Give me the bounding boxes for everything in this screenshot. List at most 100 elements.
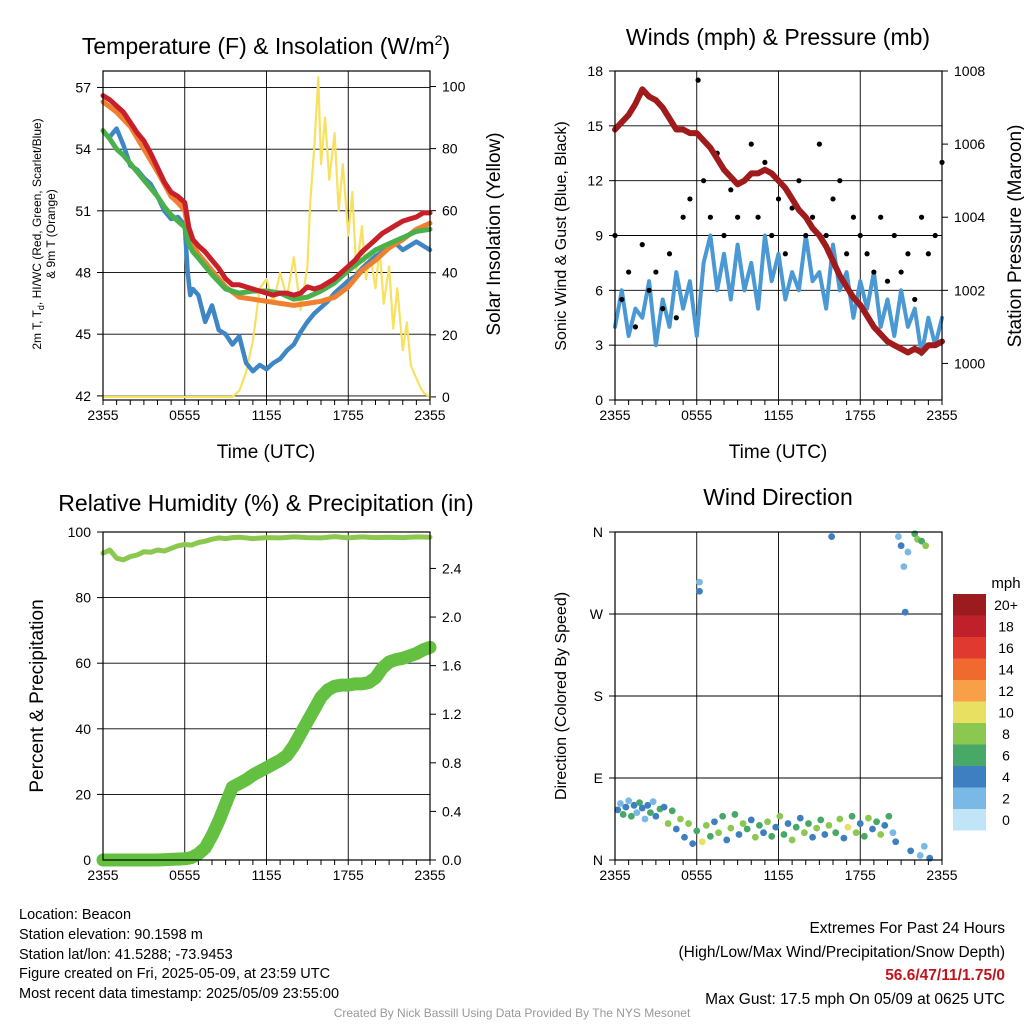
- figure-created: Figure created on Fri, 2025-05-09, at 23…: [19, 966, 331, 983]
- winds-panel-title: Winds (mph) & Pressure (mb): [626, 24, 930, 50]
- wind-y-tick-label: 6: [595, 282, 603, 298]
- dir-point: [869, 825, 876, 833]
- temp-series-2m-t: [100, 93, 433, 298]
- dir-point: [751, 833, 759, 841]
- dir-point: [825, 821, 833, 829]
- humidity-precip-panel-title: Relative Humidity (%) & Precipitation (i…: [58, 490, 473, 516]
- dir-point: [877, 831, 885, 838]
- dir-point: [792, 823, 800, 831]
- dir-point: [638, 804, 646, 812]
- temp-y-tick-label: 51: [75, 203, 91, 219]
- dir-point: [832, 829, 840, 837]
- temperature-panel-title: Temperature (F) & Insolation (W/m2): [82, 32, 450, 59]
- dir-point: [619, 811, 627, 818]
- dir-point: [696, 587, 703, 595]
- humidity-precip-plot-area: 2355 0555 1155 1755 23550204060801000.00.40.…: [68, 524, 462, 883]
- dir-point: [885, 812, 893, 820]
- wind-gust-point: [864, 251, 870, 257]
- dir-point: [796, 814, 804, 822]
- temp-y-tick-label: 45: [75, 326, 91, 342]
- dir-point: [918, 537, 925, 545]
- dir-point: [768, 832, 776, 840]
- humidity-precip-panel: Relative Humidity (%) & Precipitation (i…: [27, 490, 474, 883]
- temp-x-tick-label: 0555: [169, 407, 200, 423]
- wind-gust-point: [700, 178, 707, 184]
- wind-gust-point: [844, 251, 850, 257]
- dir-point: [809, 833, 816, 841]
- speed-legend-label: 4: [1002, 769, 1010, 785]
- dir-point: [764, 818, 771, 826]
- temp-series-solar-insolation: [101, 76, 432, 398]
- dir-point: [723, 836, 731, 844]
- wind-gust-point: [687, 196, 693, 202]
- wind-gust-point: [782, 251, 788, 257]
- wind-gust-point: [639, 242, 645, 248]
- extremes-description: (High/Low/Max Wind/Precipitation/Snow De…: [678, 943, 1006, 961]
- wind-gust-point: [803, 232, 809, 239]
- dir-point: [920, 842, 928, 850]
- wind-gust-point: [925, 251, 931, 257]
- dir-point: [681, 833, 688, 841]
- rh-frame: [102, 531, 431, 861]
- dir-point: [685, 820, 692, 827]
- speed-legend-swatch: [953, 615, 986, 637]
- speed-legend-swatch: [953, 809, 986, 831]
- dir-point: [622, 803, 630, 811]
- speed-legend-label: 14: [998, 662, 1014, 678]
- wind-x-tick-label: 0555: [681, 407, 712, 423]
- dir-point: [900, 563, 908, 571]
- winds-panel: Winds (mph) & Pressure (mb) 2355 0555 1155…: [553, 24, 1024, 463]
- dir-y-tick-label: N: [593, 524, 603, 540]
- station-latlon: Station lat/lon: 41.5288; -73.9453: [19, 946, 233, 963]
- dir-point: [677, 815, 684, 823]
- wind-gust-point: [646, 287, 652, 293]
- rh-y-tick-label: 20: [75, 786, 91, 802]
- dir-point: [706, 832, 714, 840]
- temperature-plot-area: 2355 0555 1155 1755 2355 42 45 48 51 54 57 0 20 40 60 8…: [75, 70, 466, 423]
- dir-point: [901, 608, 909, 616]
- dir-point: [828, 533, 836, 540]
- dir-y-tick-label: N: [593, 852, 603, 868]
- wind-gust-point: [884, 278, 891, 284]
- speed-legend-label: 6: [1002, 748, 1010, 764]
- wind-y-right-tick-label: 1000: [954, 355, 985, 371]
- rh-y-tick-label: 60: [75, 655, 91, 671]
- speed-legend-label: 2: [1002, 791, 1010, 807]
- wind-y-tick-label: 0: [595, 392, 603, 408]
- rh-y-right-tick-label: 0.0: [442, 852, 462, 868]
- wind-gust-point: [823, 232, 829, 239]
- dir-point: [889, 829, 897, 837]
- wind-gust-point: [789, 205, 795, 211]
- wind-y-right-tick-label: 1008: [954, 63, 985, 79]
- wind-gust-point: [878, 214, 884, 220]
- rh-series-precipitation: [96, 640, 437, 867]
- temp-x-tick-label: 2355: [414, 407, 445, 423]
- wind-gust-point: [918, 214, 925, 220]
- dir-point: [860, 832, 868, 840]
- dir-point: [625, 797, 633, 805]
- extremes-title: Extremes For Past 24 Hours: [809, 920, 1005, 937]
- speed-legend-label: 8: [1002, 726, 1010, 742]
- dir-point: [647, 809, 654, 817]
- dir-point: [702, 821, 710, 829]
- speed-legend-swatch: [953, 637, 986, 659]
- rh-y-right-tick-label: 1.2: [442, 706, 462, 722]
- extremes-value: 56.6/47/11/1.75/0: [885, 967, 1005, 984]
- dir-point: [747, 816, 755, 824]
- wind-direction-panel-title: Wind Direction: [703, 484, 853, 510]
- dir-point: [727, 824, 735, 832]
- dir-point: [617, 800, 624, 807]
- winds-left-axis-label: Sonic Wind & Gust (Blue, Black): [553, 121, 570, 350]
- temp-y-right-tick-label: 40: [442, 265, 458, 281]
- dir-point: [743, 825, 751, 833]
- rh-y-tick-label: 0: [83, 852, 91, 868]
- dir-point: [836, 815, 844, 823]
- dir-point: [641, 815, 649, 823]
- dir-point: [735, 831, 743, 838]
- meteogram-figure: Temperature (F) & Insolation (W/m2) 2355…: [27, 24, 1024, 883]
- dir-x-tick-label: 2355: [599, 867, 630, 883]
- dir-y-tick-label: S: [594, 688, 603, 704]
- dir-point: [904, 548, 912, 556]
- credit-line: Created By Nick Bassill Using Data Provi…: [333, 1006, 691, 1020]
- dir-point: [788, 836, 796, 844]
